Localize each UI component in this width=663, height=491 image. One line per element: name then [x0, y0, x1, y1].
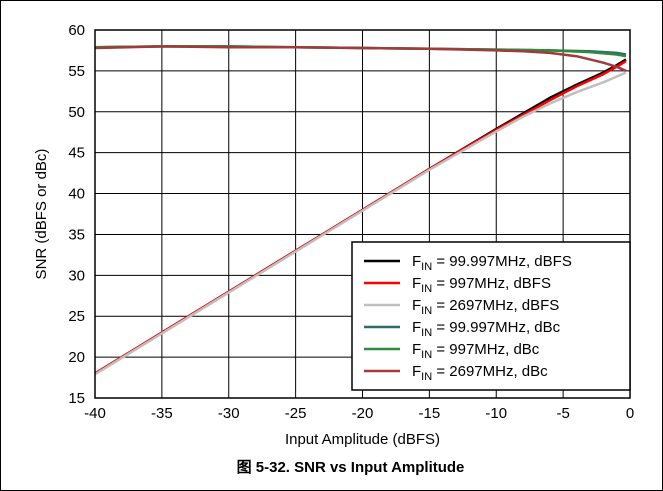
plot-area: [94, 29, 631, 399]
legend-entry: FIN = 99.997MHz, dBc: [412, 319, 561, 339]
legend-entry: FIN = 997MHz, dBFS: [412, 275, 551, 295]
x-tick-label: -30: [218, 405, 240, 422]
legend-entry: FIN = 2697MHz, dBFS: [412, 297, 559, 317]
figure-caption: 图 5-32. SNR vs Input Amplitude: [237, 459, 465, 476]
y-tick-label: 25: [68, 308, 85, 325]
x-tick-label: -10: [485, 405, 507, 422]
y-tick-label: 55: [68, 63, 85, 80]
x-tick-label: -20: [352, 405, 374, 422]
x-tick-label: -5: [556, 405, 569, 422]
legend-entry: FIN = 997MHz, dBc: [412, 341, 540, 361]
series-lines: [94, 45, 627, 376]
y-tick-label: 60: [68, 22, 85, 39]
y-tick-label: 45: [68, 145, 85, 162]
y-axis-ticks: 15 20 25 30 35 40 45 50 55 60: [68, 22, 85, 407]
y-tick-label: 30: [68, 267, 85, 284]
legend-box: [351, 241, 631, 391]
y-tick-label: 15: [68, 390, 85, 407]
x-axis-label: Input Amplitude (dBFS): [285, 431, 440, 448]
x-tick-label: -15: [419, 405, 441, 422]
series-line: [94, 45, 627, 73]
y-tick-label: 40: [68, 186, 85, 203]
legend-entry: FIN = 99.997MHz, dBFS: [412, 253, 572, 273]
x-tick-label: -25: [285, 405, 307, 422]
x-tick-label: -35: [151, 405, 173, 422]
y-tick-label: 50: [68, 104, 85, 121]
y-tick-label: 20: [68, 349, 85, 366]
legend-entry: FIN = 2697MHz, dBc: [412, 363, 548, 383]
y-tick-label: 35: [68, 226, 85, 243]
x-tick-label: 0: [626, 405, 634, 422]
x-axis-ticks: -40 -35 -30 -25 -20 -15 -10 -5 0: [84, 405, 634, 422]
y-axis-label: SNR (dBFS or dBc): [33, 149, 50, 280]
series-line: [94, 71, 627, 376]
x-tick-label: -40: [84, 405, 106, 422]
